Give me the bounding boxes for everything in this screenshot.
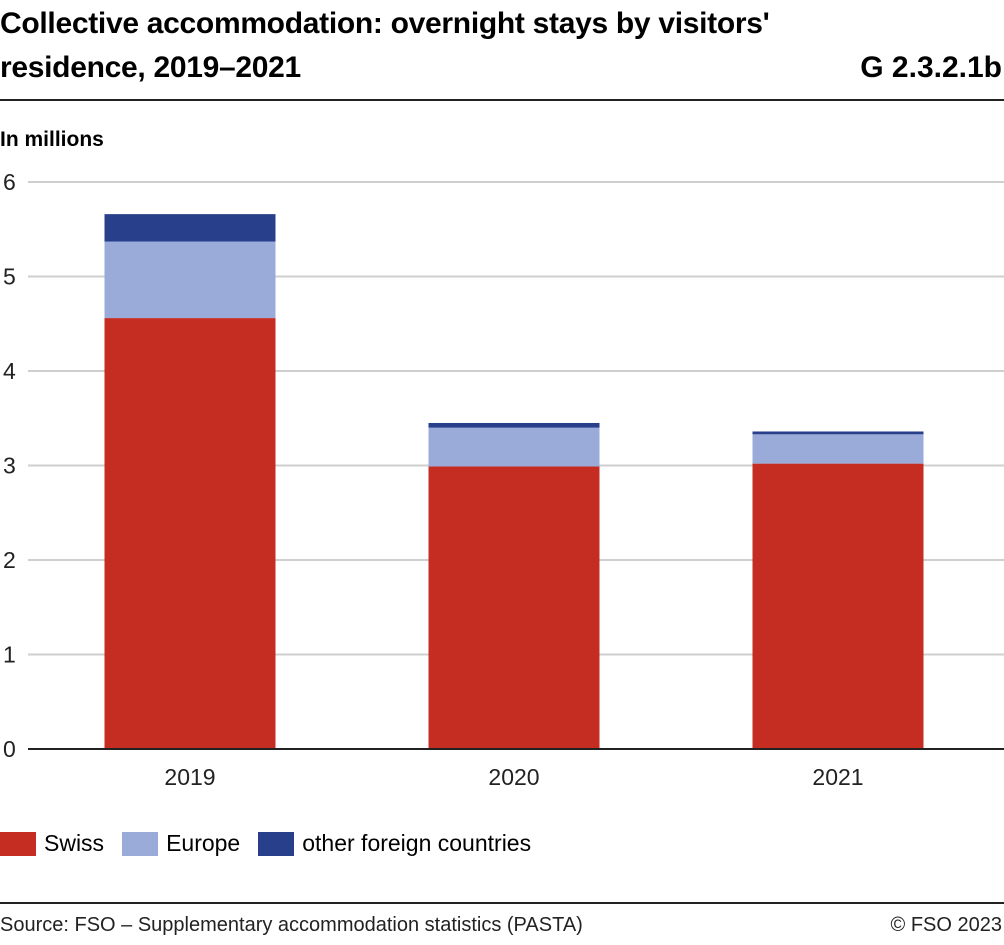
footer-divider [0, 902, 1004, 904]
legend-label: other foreign countries [302, 830, 532, 856]
y-tick-label: 0 [3, 736, 16, 762]
legend-swatch [0, 831, 36, 856]
graphic-id: G 2.3.2.1b [860, 51, 1002, 84]
bar-swiss-2021 [752, 463, 924, 749]
legend-swatch [258, 831, 295, 856]
y-axis-unit-label: In millions [0, 128, 104, 151]
y-tick-label: 1 [3, 642, 16, 668]
legend-label: Swiss [44, 830, 105, 856]
legend-item: other foreign countries [258, 830, 531, 857]
chart-title: Collective accommodation: overnight stay… [0, 2, 1004, 90]
y-tick-label: 4 [3, 358, 16, 384]
bar-other-foreign-countries-2019 [104, 214, 276, 242]
bar-europe-2021 [752, 434, 924, 464]
legend-swatch [122, 831, 159, 856]
x-tick-label: 2019 [164, 764, 215, 790]
bar-other-foreign-countries-2021 [752, 431, 924, 435]
y-tick-label: 6 [3, 169, 16, 195]
legend-item: Swiss [0, 830, 104, 857]
chart-plot: 0 1 2 3 4 5 6 2019 2020 2021 [3, 169, 1004, 790]
source-note: Source: FSO – Supplementary accommodatio… [0, 914, 583, 936]
chart-title-line2: residence, 2019–2021 [0, 51, 301, 84]
header-divider [0, 99, 1004, 101]
y-tick-label: 5 [3, 264, 16, 290]
bar-other-foreign-countries-2020 [428, 422, 600, 428]
bar-swiss-2019 [104, 318, 276, 749]
copyright: © FSO 2023 [890, 914, 1002, 936]
x-tick-label: 2021 [812, 764, 863, 790]
bar-europe-2020 [428, 427, 600, 467]
y-tick-label: 2 [3, 547, 16, 573]
y-tick-label: 3 [3, 453, 16, 479]
bar-europe-2019 [104, 241, 276, 319]
legend: Swiss Europe other foreign countries [0, 830, 549, 857]
legend-item: Europe [122, 830, 240, 857]
bar-swiss-2020 [428, 466, 600, 749]
legend-label: Europe [166, 830, 241, 856]
x-tick-label: 2020 [488, 764, 539, 790]
chart-title-line1: Collective accommodation: overnight stay… [0, 7, 770, 40]
